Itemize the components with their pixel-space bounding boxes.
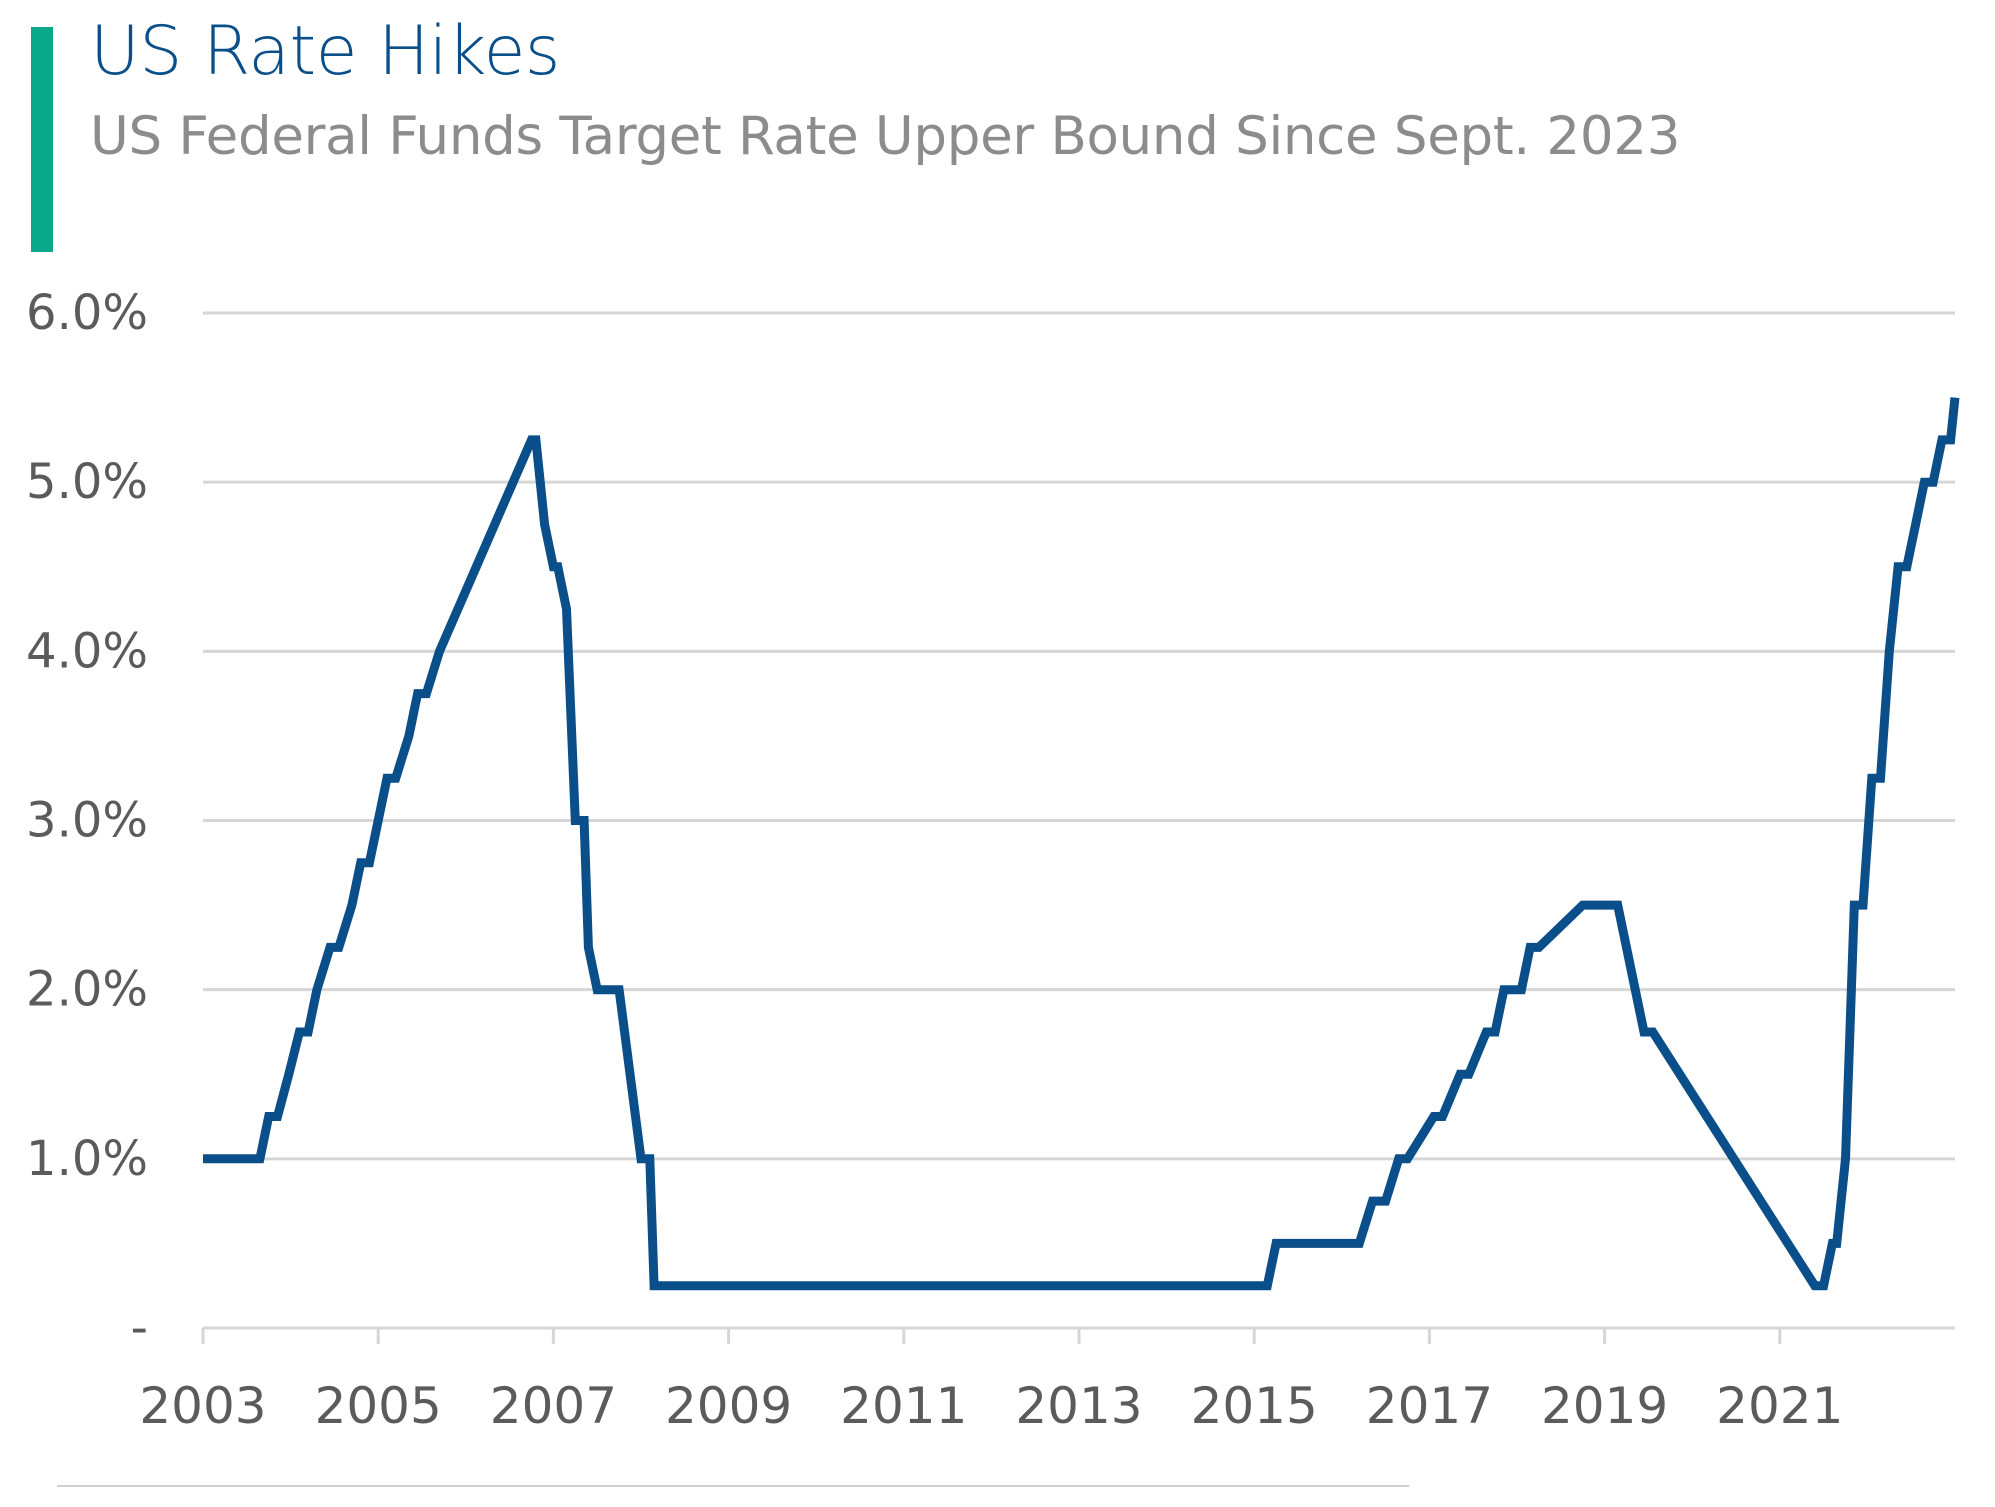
series-layer [203, 397, 1960, 1291]
y-tick-label: 2.0% [26, 962, 148, 1018]
x-tick-label: 2005 [315, 1377, 442, 1435]
x-tick-label: 2019 [1541, 1377, 1668, 1435]
series-line [203, 397, 1960, 1291]
x-tick-label: 2009 [665, 1377, 792, 1435]
y-tick-label: 6.0% [26, 285, 148, 341]
x-tick-label: 2003 [139, 1377, 266, 1435]
x-tick-label: 2021 [1716, 1377, 1843, 1435]
footer-divider [57, 1485, 1409, 1487]
y-tick-label: - [131, 1300, 148, 1356]
x-tick-label: 2015 [1191, 1377, 1318, 1435]
chart-subtitle: US Federal Funds Target Rate Upper Bound… [90, 106, 1681, 167]
x-tick-label: 2007 [490, 1377, 617, 1435]
y-tick-label: 5.0% [26, 454, 148, 510]
x-tick-label: 2011 [840, 1377, 967, 1435]
y-tick-label: 3.0% [26, 793, 148, 849]
x-axis [201, 1326, 1955, 1344]
chart-title: US Rate Hikes [90, 12, 560, 91]
y-tick-label: 1.0% [26, 1131, 148, 1187]
y-axis-tick-labels: - 1.0% 2.0% 3.0% 4.0% 5.0% 6.0% [26, 285, 148, 1356]
x-axis-tick-labels: 2003 2005 2007 2009 2011 2013 2015 2017 2019 2021 [139, 1377, 1843, 1435]
y-tick-label: 4.0% [26, 623, 148, 679]
title-accent-bar [31, 27, 53, 252]
gridlines [203, 311, 1955, 1161]
x-tick-label: 2013 [1015, 1377, 1142, 1435]
x-tick-label: 2017 [1366, 1377, 1493, 1435]
